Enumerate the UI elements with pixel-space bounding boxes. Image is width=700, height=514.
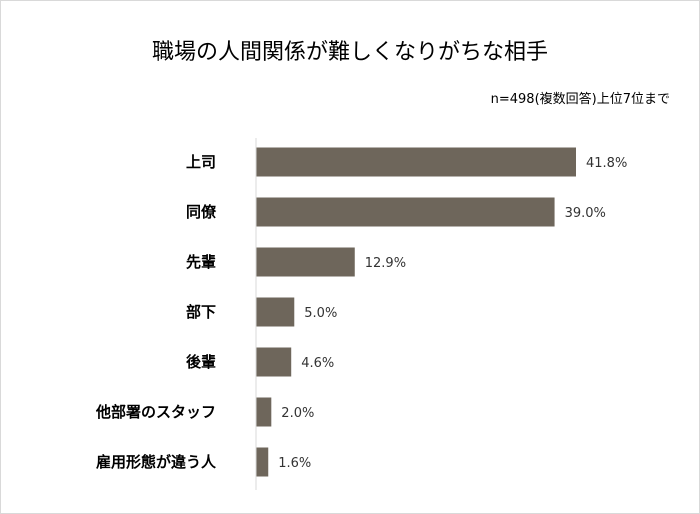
value-label: 4.6% bbox=[301, 356, 334, 371]
value-label: 41.8% bbox=[586, 156, 627, 171]
value-label: 12.9% bbox=[365, 256, 406, 271]
chart-subtitle: n=498(複数回答)上位7位まで bbox=[490, 92, 670, 107]
bar bbox=[256, 247, 355, 277]
category-label: 先輩 bbox=[186, 253, 216, 271]
category-label: 同僚 bbox=[186, 203, 217, 221]
value-label: 1.6% bbox=[278, 456, 311, 471]
bar bbox=[256, 397, 272, 427]
value-label: 5.0% bbox=[304, 306, 337, 321]
bar bbox=[256, 347, 292, 377]
category-label: 後輩 bbox=[185, 353, 216, 371]
value-label: 39.0% bbox=[565, 206, 606, 221]
bar bbox=[256, 147, 576, 177]
category-label: 雇用形態が違う人 bbox=[96, 453, 217, 471]
category-label: 上司 bbox=[186, 153, 216, 171]
category-label: 部下 bbox=[186, 303, 216, 321]
bar bbox=[256, 297, 295, 327]
category-label: 他部署のスタッフ bbox=[95, 403, 216, 421]
value-label: 2.0% bbox=[281, 406, 314, 421]
bar bbox=[256, 197, 555, 227]
chart-title: 職場の人間関係が難しくなりがちな相手 bbox=[151, 40, 548, 65]
bar bbox=[256, 447, 269, 477]
